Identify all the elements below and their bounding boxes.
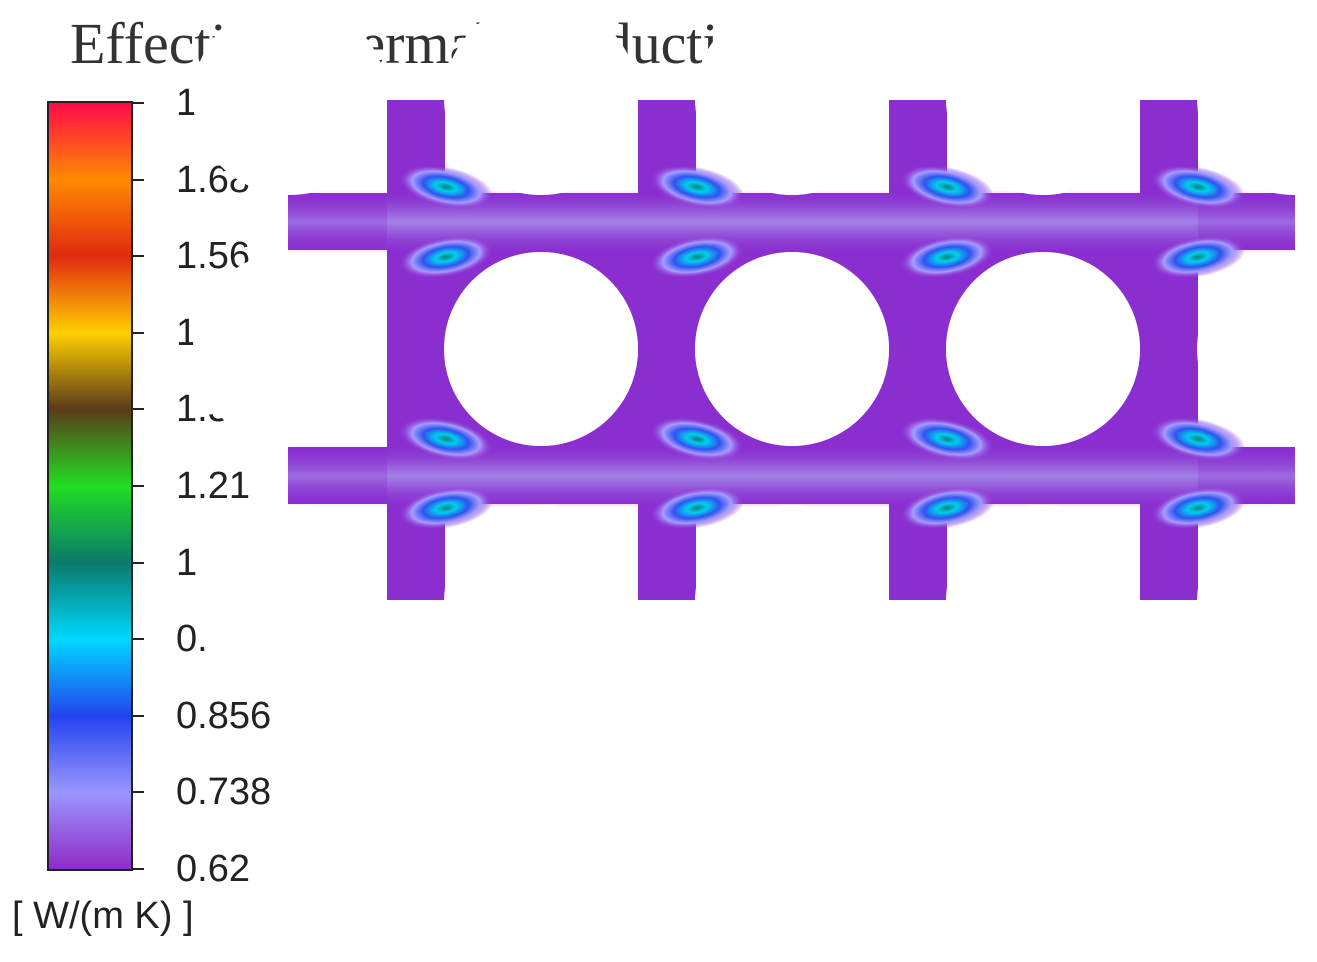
conductivity-hotspot	[398, 235, 494, 279]
solid-column	[1140, 250, 1198, 447]
pore-left	[193, 252, 387, 446]
colorbar-tick-mark	[133, 791, 144, 794]
colorbar-tick-mark	[133, 102, 144, 104]
colorbar-tick-mark	[133, 178, 144, 181]
pore-middle	[695, 252, 889, 446]
conductivity-hotspot	[649, 486, 745, 530]
colorbar-tick-label: 0.856	[176, 694, 272, 737]
mask	[280, 90, 288, 620]
conductivity-hotspot	[1150, 235, 1246, 279]
conductivity-hotspot	[899, 165, 995, 209]
colorbar-tick-mark	[133, 638, 144, 641]
conductivity-hotspot	[899, 235, 995, 279]
mask	[1295, 90, 1317, 620]
colorbar-tick-mark	[133, 255, 144, 258]
conductivity-hotspot	[649, 165, 745, 209]
colorbar-tick-label: 1.21	[176, 465, 250, 507]
colorbar	[47, 101, 133, 871]
colorbar-tick-mark	[133, 714, 144, 717]
conductivity-hotspot	[1150, 486, 1246, 530]
figure-title: Effective Thermal Conductivity	[70, 11, 809, 76]
conductivity-hotspot	[649, 235, 745, 279]
conductivity-hotspot	[398, 417, 494, 461]
conductivity-hotspot	[899, 417, 995, 461]
conductivity-hotspot	[398, 165, 494, 209]
colorbar-tick-mark	[133, 485, 144, 487]
conductivity-hotspot	[1150, 165, 1246, 209]
colorbar-tick-mark	[133, 868, 144, 870]
conductivity-hotspot	[899, 486, 995, 530]
colorbar-tick-label: 0.738	[176, 771, 272, 814]
colorbar-tick-mark	[133, 331, 144, 334]
pore-middle	[444, 252, 638, 446]
mask	[280, 80, 1317, 100]
conductivity-hotspot	[649, 417, 745, 461]
colorbar-tick-label: 0.62	[176, 848, 250, 890]
solid-column	[387, 250, 445, 447]
pore-right	[1197, 252, 1317, 446]
colorbar-unit-label: [ W/(m K) ]	[12, 895, 194, 937]
colorbar-tick-mark	[133, 408, 144, 411]
conductivity-hotspot	[1150, 417, 1246, 461]
pore-middle	[946, 252, 1140, 446]
mask	[280, 600, 1317, 620]
colorbar-tick-mark	[133, 561, 144, 564]
conductivity-hotspot	[398, 486, 494, 530]
